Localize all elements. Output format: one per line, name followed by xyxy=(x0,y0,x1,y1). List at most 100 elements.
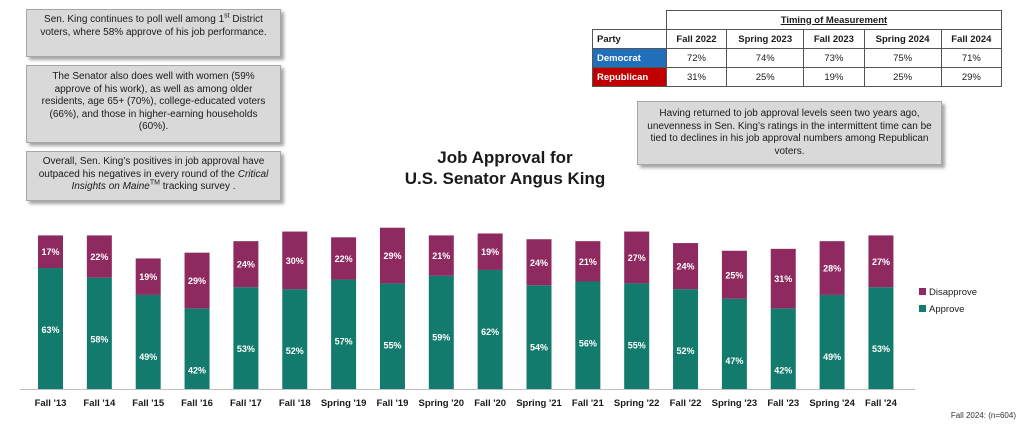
callout-demographics: The Senator also does well with women (5… xyxy=(26,65,281,143)
table-cell: 29% xyxy=(940,67,1003,87)
approve-bar xyxy=(428,275,454,389)
table-row: Democrat 72% 74% 73% 75% 71% xyxy=(592,48,1003,68)
approve-value-label: 54% xyxy=(530,342,548,352)
approve-value-label: 52% xyxy=(677,346,695,356)
disapprove-bar xyxy=(86,235,112,278)
callout-first-district: Sen. King continues to poll well among 1… xyxy=(26,9,281,57)
disapprove-bar xyxy=(624,231,650,284)
approve-bar xyxy=(86,277,112,389)
approve-value-label: 49% xyxy=(139,352,157,362)
chart-title-line-2: U.S. Senator Angus King xyxy=(404,169,606,188)
x-tick-label: Spring '20 xyxy=(419,398,465,409)
approve-value-label: 53% xyxy=(237,344,255,354)
x-tick-label: Fall '17 xyxy=(230,398,262,409)
x-tick-label: Fall '15 xyxy=(132,398,165,409)
disapprove-value-label: 24% xyxy=(237,260,255,270)
approve-value-label: 63% xyxy=(41,325,59,335)
legend-swatch-disapprove xyxy=(919,288,926,295)
approve-bar xyxy=(477,269,503,389)
disapprove-bar xyxy=(282,231,308,290)
x-tick-label: Fall '20 xyxy=(474,398,506,409)
party-democrat: Democrat xyxy=(592,48,667,68)
approve-bar xyxy=(282,289,308,389)
chart-title: Job Approval for U.S. Senator Angus King xyxy=(360,147,650,189)
approve-value-label: 59% xyxy=(432,333,450,343)
x-tick-label: Fall '23 xyxy=(767,398,799,409)
x-tick-label: Fall '24 xyxy=(865,398,898,409)
x-tick-label: Fall '13 xyxy=(35,398,67,409)
disapprove-bar xyxy=(477,233,503,270)
disapprove-bar xyxy=(428,235,454,276)
approve-value-label: 42% xyxy=(774,365,792,375)
x-tick-label: Fall '14 xyxy=(83,398,116,409)
table-cell: 31% xyxy=(665,67,728,87)
disapprove-value-label: 27% xyxy=(872,257,890,267)
disapprove-value-label: 21% xyxy=(579,257,597,267)
approve-value-label: 42% xyxy=(188,365,206,375)
approve-bar xyxy=(233,287,259,389)
disapprove-value-label: 24% xyxy=(677,262,695,272)
disapprove-value-label: 22% xyxy=(90,252,108,262)
approve-value-label: 52% xyxy=(286,346,304,356)
disapprove-value-label: 24% xyxy=(530,258,548,268)
disapprove-bar xyxy=(868,235,894,288)
approve-bar xyxy=(575,281,601,389)
approve-bar xyxy=(721,298,747,389)
callout-republican-decline: Having returned to job approval levels s… xyxy=(637,101,942,165)
disapprove-bar xyxy=(721,250,747,299)
x-tick-label: Spring '19 xyxy=(321,398,367,409)
legend-label-disapprove: Disapprove xyxy=(929,287,977,298)
table-cell: 19% xyxy=(803,67,865,87)
disapprove-value-label: 25% xyxy=(725,270,743,280)
disapprove-bar xyxy=(184,252,210,309)
approve-value-label: 56% xyxy=(579,338,597,348)
x-tick-label: Fall '21 xyxy=(572,398,605,409)
x-tick-label: Fall '19 xyxy=(377,398,409,409)
disapprove-value-label: 27% xyxy=(628,253,646,263)
disapprove-bar xyxy=(526,239,552,286)
disapprove-bar xyxy=(331,237,357,280)
disapprove-bar xyxy=(38,235,63,269)
approve-bar xyxy=(526,285,552,389)
chart-title-line-1: Job Approval for xyxy=(437,148,573,167)
disapprove-value-label: 21% xyxy=(432,251,450,261)
disapprove-bar xyxy=(379,227,405,284)
x-tick-label: Spring '23 xyxy=(712,398,758,409)
x-tick-label: Spring '21 xyxy=(516,398,562,409)
disapprove-value-label: 19% xyxy=(139,272,157,282)
approve-value-label: 53% xyxy=(872,344,890,354)
table-row: Republican 31% 25% 19% 25% 29% xyxy=(592,67,1003,87)
approve-bar xyxy=(38,268,63,389)
disapprove-value-label: 29% xyxy=(383,251,401,261)
x-tick-label: Fall '18 xyxy=(279,398,311,409)
disapprove-value-label: 30% xyxy=(286,256,304,266)
disapprove-bar xyxy=(135,258,161,295)
x-tick-label: Spring '24 xyxy=(809,398,855,409)
legend-swatch-approve xyxy=(919,305,926,312)
approve-value-label: 62% xyxy=(481,327,499,337)
party-republican: Republican xyxy=(592,67,667,87)
disapprove-value-label: 22% xyxy=(335,254,353,264)
table-cell: 72% xyxy=(665,48,728,68)
approve-bar xyxy=(819,294,845,389)
timing-table: Timing of Measurement Party Fall 2022 Sp… xyxy=(592,10,1003,87)
disapprove-bar xyxy=(575,241,601,282)
approve-bar xyxy=(135,294,161,389)
approve-value-label: 47% xyxy=(725,356,743,366)
disapprove-value-label: 28% xyxy=(823,264,841,274)
approve-bar xyxy=(624,283,650,389)
approve-bar xyxy=(770,308,796,389)
disapprove-bar xyxy=(233,241,259,288)
approve-bar xyxy=(868,287,894,389)
sample-size-footnote: Fall 2024: (n=604) xyxy=(950,411,1016,420)
approve-value-label: 55% xyxy=(628,340,646,350)
approve-bar xyxy=(184,308,210,389)
callout-overall: Overall, Sen. King’s positives in job ap… xyxy=(26,151,281,201)
disapprove-value-label: 29% xyxy=(188,276,206,286)
approve-value-label: 57% xyxy=(335,337,353,347)
disapprove-bar xyxy=(770,248,796,309)
approve-bar xyxy=(379,283,405,389)
approve-value-label: 58% xyxy=(90,335,108,345)
approve-value-label: 49% xyxy=(823,352,841,362)
